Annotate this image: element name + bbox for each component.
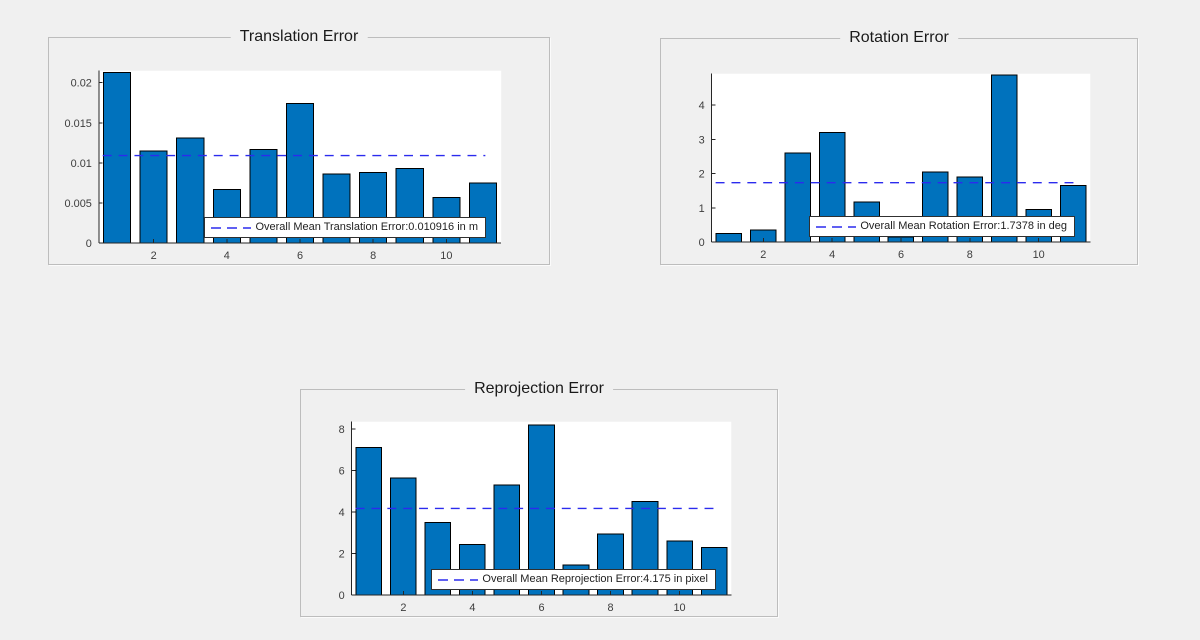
- reprojection-error-bar-chart: 0 2 4 6 8 2 4 6 8 10: [339, 421, 732, 614]
- bar: [784, 152, 811, 243]
- y-tick-label: 0: [699, 237, 705, 249]
- x-tick-label: 6: [898, 249, 904, 261]
- x-tick-label: 8: [967, 249, 973, 261]
- x-tick-label: 10: [1033, 249, 1045, 261]
- dashed-mean-line-sample-icon: [211, 226, 252, 229]
- y-tick-label: 4: [339, 507, 345, 519]
- dashed-mean-line-sample-icon: [816, 225, 857, 228]
- chart-title-rotation: Rotation Error: [840, 27, 958, 49]
- y-tick-label: 1: [699, 203, 705, 215]
- x-tick-label: 10: [673, 602, 685, 614]
- y-tick-label: 2: [339, 549, 345, 561]
- panel-translation-error: Translation Error 0 0.005 0.01 0.015 0.02 2 4 6…: [48, 26, 550, 265]
- bar: [715, 233, 743, 243]
- y-tick-label: 0.01: [71, 158, 92, 170]
- x-tick-label: 2: [151, 250, 157, 262]
- y-tick-label: 6: [339, 466, 345, 478]
- legend-translation: Overall Mean Translation Error:0.010916 …: [204, 217, 486, 238]
- x-tick-label: 6: [538, 602, 544, 614]
- bar: [390, 477, 417, 596]
- panel-rotation-error: Rotation Error 0 1 2 3 4 2 4 6 8 10 Overall Mean …: [660, 27, 1138, 265]
- legend-label: Overall Mean Reprojection Error:4.175 in…: [482, 573, 708, 585]
- x-tick-label: 8: [370, 250, 376, 262]
- y-tick-label: 0: [86, 238, 92, 250]
- y-tick-label: 8: [339, 424, 345, 436]
- bar: [355, 447, 383, 596]
- translation-error-bar-chart: 0 0.005 0.01 0.015 0.02 2 4 6 8 10: [65, 70, 502, 262]
- rotation-error-bar-chart: 0 1 2 3 4 2 4 6 8 10: [699, 73, 1091, 261]
- dashed-mean-line-sample-icon: [438, 578, 479, 581]
- chart-title-translation: Translation Error: [230, 26, 368, 48]
- x-tick-label: 2: [760, 249, 766, 261]
- bar: [103, 71, 132, 244]
- bar: [176, 137, 205, 244]
- y-tick-label: 3: [699, 134, 705, 146]
- x-tick-label: 4: [469, 602, 475, 614]
- y-tick-label: 2: [699, 169, 705, 181]
- bar: [528, 424, 555, 596]
- legend-rotation: Overall Mean Rotation Error:1.7378 in de…: [809, 216, 1075, 237]
- x-tick-label: 8: [607, 602, 613, 614]
- x-tick-label: 6: [297, 250, 303, 262]
- x-tick-label: 4: [829, 249, 835, 261]
- y-tick-label: 0: [339, 590, 345, 602]
- y-tick-label: 0.015: [65, 118, 92, 130]
- x-tick-label: 4: [224, 250, 230, 262]
- y-tick-label: 4: [699, 100, 705, 112]
- x-tick-label: 10: [440, 250, 452, 262]
- legend-label: Overall Mean Translation Error:0.010916 …: [255, 221, 478, 233]
- panel-reprojection-error: Reprojection Error 0 2 4 6 8 2 4 6 8 10 Overall M…: [300, 378, 778, 617]
- y-tick-label: 0.02: [71, 78, 92, 90]
- y-tick-label: 0.005: [65, 198, 92, 210]
- chart-title-reprojection: Reprojection Error: [465, 378, 613, 400]
- legend-reprojection: Overall Mean Reprojection Error:4.175 in…: [431, 569, 716, 590]
- bar: [139, 150, 168, 244]
- x-tick-label: 2: [400, 602, 406, 614]
- legend-label: Overall Mean Rotation Error:1.7378 in de…: [860, 220, 1067, 232]
